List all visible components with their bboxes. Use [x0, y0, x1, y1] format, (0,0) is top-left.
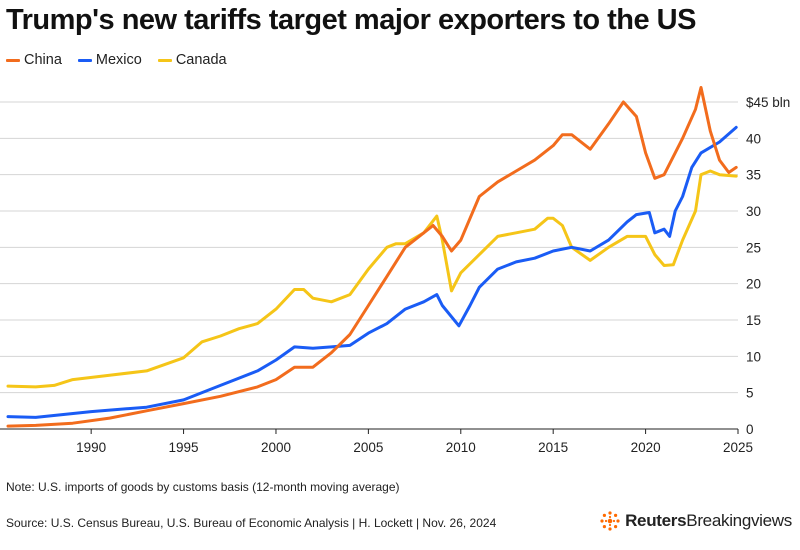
chart-source: Source: U.S. Census Bureau, U.S. Bureau … — [6, 516, 497, 530]
x-tick-label-2010: 2010 — [446, 440, 476, 455]
brand-subtitle: Breakingviews — [686, 511, 792, 530]
y-tick-label-30: 30 — [746, 204, 761, 219]
y-tick-label-40: 40 — [746, 131, 761, 146]
x-tick-label-2005: 2005 — [353, 440, 383, 455]
legend-item-canada: Canada — [157, 52, 227, 68]
series-lines — [6, 86, 738, 428]
brand-logo: Reuters Breakingviews — [599, 510, 792, 532]
y-tick-label-15: 15 — [746, 313, 761, 328]
x-tick-label-1990: 1990 — [76, 440, 106, 455]
y-axis-labels: 5 10 15 20 25 30 35 40 $45 bln 0 — [746, 95, 790, 437]
x-tick-label-1995: 1995 — [169, 440, 199, 455]
legend-swatch-mexico — [77, 58, 92, 62]
y-tick-label-25: 25 — [746, 240, 761, 255]
y-tick-label-35: 35 — [746, 168, 761, 183]
line-chart: 1990 1995 2000 2005 2010 2015 2020 2025 5101520… — [0, 86, 790, 455]
y-tick-label-5: 5 — [746, 386, 754, 401]
y-tick-label-0: 0 — [746, 422, 754, 437]
legend-label-mexico: Mexico — [95, 52, 142, 68]
brand-name: Reuters — [625, 511, 687, 530]
x-tick-label-2015: 2015 — [538, 440, 568, 455]
series-line-china — [6, 86, 738, 428]
x-tick-label-2025: 2025 — [723, 440, 753, 455]
legend-item-china: China — [6, 52, 62, 68]
x-tick-label-2020: 2020 — [631, 440, 661, 455]
chart-title: Trump's new tariffs target major exporte… — [6, 4, 696, 36]
gridlines — [0, 101, 738, 394]
legend-swatch-china — [6, 58, 20, 62]
x-axis: 1990 1995 2000 2005 2010 2015 2020 2025 — [0, 428, 753, 455]
y-tick-label-45: $45 bln — [746, 95, 790, 110]
legend-label-canada: Canada — [175, 52, 227, 68]
legend-item-mexico: Mexico — [77, 52, 142, 68]
series-line-canada — [6, 169, 738, 389]
series-line-mexico — [6, 125, 738, 419]
x-tick-label-2000: 2000 — [261, 440, 291, 455]
legend-swatch-canada — [157, 58, 172, 62]
legend-label-china: China — [24, 52, 62, 68]
y-tick-label-20: 20 — [746, 277, 761, 292]
reuters-logo-icon — [600, 511, 620, 531]
legend: China Mexico Canada — [6, 52, 243, 68]
chart-note: Note: U.S. imports of goods by customs b… — [6, 480, 400, 494]
y-tick-label-10: 10 — [746, 349, 761, 364]
